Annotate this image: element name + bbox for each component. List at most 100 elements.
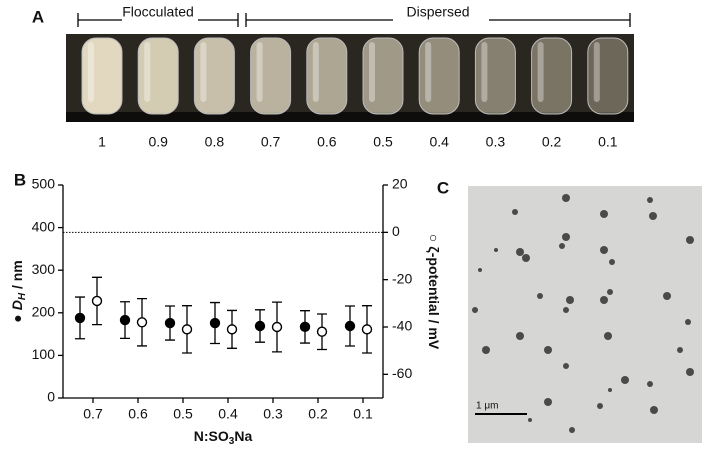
vial-shine xyxy=(425,42,432,102)
particle xyxy=(650,406,658,414)
vial xyxy=(250,37,292,115)
particle xyxy=(566,296,574,304)
x-tick-label: 0.1 xyxy=(353,406,373,422)
y2-title-part: ζ-potential / mV xyxy=(426,246,442,350)
bracket-gap xyxy=(393,6,489,24)
point xyxy=(344,320,356,332)
point xyxy=(74,312,86,324)
y-title-marker: ● xyxy=(9,314,25,322)
vial xyxy=(193,37,235,115)
sample-label: 0.8 xyxy=(205,134,225,150)
y-tick-label: 200 xyxy=(32,304,56,320)
point xyxy=(119,314,131,326)
vial-shine xyxy=(369,42,375,102)
panel-label: C xyxy=(437,178,449,197)
x-tick-label: 0.2 xyxy=(308,406,328,422)
particle xyxy=(600,296,608,304)
particle xyxy=(512,209,518,215)
y-title-part: / nm xyxy=(9,260,25,293)
particle xyxy=(663,292,671,300)
y-tick-label: 300 xyxy=(32,261,56,277)
particle xyxy=(559,243,565,249)
particle xyxy=(647,197,653,203)
particle xyxy=(621,376,629,384)
point xyxy=(209,317,221,329)
particle xyxy=(600,210,608,218)
particle xyxy=(685,319,691,325)
sample-label: 1 xyxy=(98,134,106,150)
vial-shine xyxy=(537,42,544,102)
particle xyxy=(649,212,657,220)
point xyxy=(316,326,328,337)
panel-label: B xyxy=(14,170,26,189)
vial-shine xyxy=(312,42,319,102)
particles xyxy=(472,194,694,433)
particle xyxy=(563,363,569,369)
vial-shine xyxy=(200,42,207,102)
y2-title-marker: ○ xyxy=(426,234,442,242)
x-title-part: N:SO xyxy=(194,428,229,444)
particle xyxy=(528,418,532,422)
x-axis-title: N:SO3Na xyxy=(194,428,253,447)
y-tick-label: 400 xyxy=(32,218,56,234)
sample-label: 0.2 xyxy=(542,134,562,150)
particle xyxy=(482,346,490,354)
point xyxy=(164,317,176,329)
vial-shine xyxy=(593,42,600,102)
y-tick-label: 100 xyxy=(32,346,56,362)
particle xyxy=(516,248,524,256)
x-title-part: Na xyxy=(234,428,252,444)
point xyxy=(91,295,103,307)
point xyxy=(254,320,266,332)
point xyxy=(136,317,148,328)
vial-shine xyxy=(256,42,263,102)
sample-label: 0.6 xyxy=(317,134,337,150)
particle xyxy=(569,427,575,433)
sample-label: 0.5 xyxy=(373,134,393,150)
particle xyxy=(600,246,608,254)
x-tick-label: 0.3 xyxy=(263,406,283,422)
vial-shine xyxy=(144,42,151,102)
particle xyxy=(563,307,569,313)
particle xyxy=(537,293,543,299)
x-tick-label: 0.5 xyxy=(173,406,193,422)
point xyxy=(226,324,238,335)
particle xyxy=(516,332,524,340)
vial xyxy=(587,37,629,115)
particle xyxy=(607,289,613,295)
vial xyxy=(362,37,404,115)
particle xyxy=(544,346,552,354)
rack xyxy=(66,112,634,122)
particle xyxy=(647,381,653,387)
vial-shine xyxy=(481,42,488,102)
x-tick-label: 0.4 xyxy=(218,406,238,422)
particle xyxy=(686,236,694,244)
particle xyxy=(686,368,694,376)
particle xyxy=(562,194,570,202)
particle xyxy=(544,398,552,406)
particle xyxy=(494,248,498,252)
particle xyxy=(604,332,612,340)
sample-label: 0.3 xyxy=(486,134,506,150)
vial xyxy=(418,37,460,115)
particle xyxy=(522,254,530,262)
x-tick-label: 0.7 xyxy=(83,406,103,422)
y-tick-label: 500 xyxy=(32,176,56,192)
point xyxy=(271,321,283,333)
y2-axis-title: ○ ζ-potential / mV xyxy=(426,234,442,350)
y2-tick-label: -20 xyxy=(392,270,412,286)
particle xyxy=(609,259,615,265)
vial-shine xyxy=(88,42,94,102)
particle xyxy=(608,388,612,392)
y-tick-label: 0 xyxy=(47,389,55,405)
x-title-sub: 3 xyxy=(229,436,235,447)
vials xyxy=(81,37,629,115)
vial xyxy=(137,37,179,115)
sample-label: 0.4 xyxy=(429,134,449,150)
y2-tick-label: 20 xyxy=(392,176,408,192)
vial xyxy=(81,37,123,115)
particle xyxy=(472,307,478,313)
vial xyxy=(306,37,348,115)
y2-tick-label: -40 xyxy=(392,318,412,334)
